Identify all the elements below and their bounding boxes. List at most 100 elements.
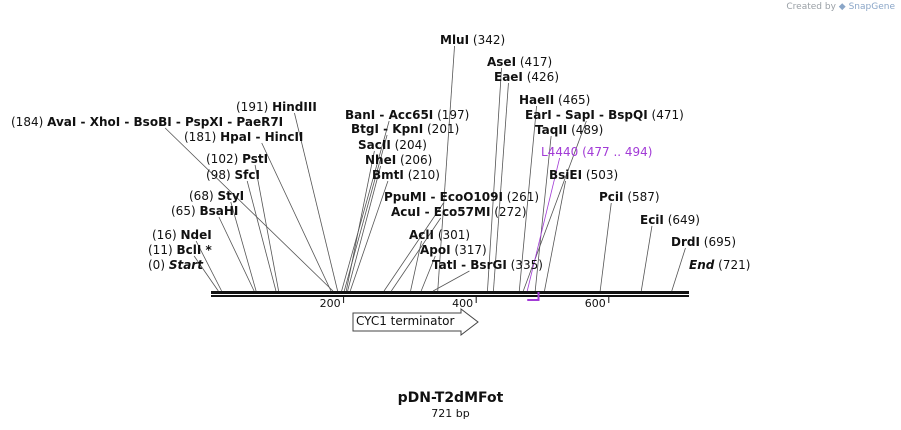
site-position: (102) (206, 152, 239, 166)
leader-line-apoi (420, 255, 436, 292)
leader-line-ppumi (383, 202, 444, 292)
site-label-bcli[interactable]: (11) BclI * (148, 243, 212, 257)
site-position: (261) (506, 190, 540, 204)
leader-line-taqii (534, 135, 552, 292)
leader-line-bani (341, 120, 390, 292)
site-label-tati[interactable]: TatI - BsrGI (335) (432, 258, 543, 272)
site-position: (721) (718, 258, 751, 272)
site-name: ApoI (420, 243, 451, 257)
leader-line-styi (230, 201, 257, 292)
leader-line-sfci (246, 180, 277, 292)
site-name: AvaI - XhoI - BsoBI - PspXI - PaeR7I (47, 115, 284, 129)
site-label-eari[interactable]: EarI - SapI - BspQI (471) (525, 108, 684, 122)
site-name: NheI (365, 153, 397, 167)
site-label-nhei[interactable]: NheI (206) (365, 153, 432, 167)
site-name: SacII (358, 138, 391, 152)
site-position: (11) (148, 243, 173, 257)
leader-line-tati (432, 270, 470, 292)
site-name: PpuMI - EcoO109I (384, 190, 503, 204)
leader-line-pcli (599, 202, 612, 292)
site-position: (210) (407, 168, 440, 182)
site-name: HpaI - HincII (220, 130, 304, 144)
site-label-hpai[interactable]: (181) HpaI - HincII (184, 130, 303, 144)
site-name: End (689, 258, 715, 272)
site-position: (471) (651, 108, 684, 122)
site-label-pcli[interactable]: PciI (587) (599, 190, 660, 204)
axis-tick-label: 600 (585, 297, 606, 310)
leader-line-mlui (437, 45, 455, 292)
axis-tick-label: 400 (452, 297, 473, 310)
site-label-acui[interactable]: AcuI - Eco57MI (272) (391, 205, 527, 219)
site-position: (426) (526, 70, 560, 84)
site-name: MluI (440, 33, 470, 47)
site-position: (503) (585, 168, 619, 182)
site-label-avai[interactable]: (184) AvaI - XhoI - BsoBI - PspXI - PaeR… (11, 115, 283, 129)
site-name: StyI (217, 189, 245, 203)
leader-line-nhei (347, 165, 381, 292)
site-label-apoi[interactable]: ApoI (317) (420, 243, 487, 257)
site-name: Start (168, 258, 203, 272)
site-label-sacii[interactable]: SacII (204) (358, 138, 427, 152)
leader-line-acli (410, 240, 422, 292)
site-label-bsiei[interactable]: BsiEI (503) (549, 168, 618, 182)
leader-line-hpai (261, 142, 332, 292)
site-name: AcuI - Eco57MI (391, 205, 491, 219)
site-position: (181) (184, 130, 217, 144)
site-name: NdeI (180, 228, 212, 242)
site-position: (489) (571, 123, 604, 137)
site-label-asei[interactable]: AseI (417) (487, 55, 552, 69)
site-name: PstI (242, 152, 269, 166)
leader-line-asei (487, 67, 502, 292)
site-label-mlui[interactable]: MluI (342) (440, 33, 505, 47)
site-position: (68) (189, 189, 214, 203)
site-label-acli[interactable]: AclI (301) (409, 228, 470, 242)
leader-line-sacii (345, 150, 375, 292)
site-name: BmtI (372, 168, 404, 182)
credit-prefix: Created by (786, 2, 836, 12)
site-position: (649) (667, 213, 700, 227)
leader-line-acui (390, 217, 442, 292)
site-label-drdi[interactable]: DrdI (695) (671, 235, 736, 249)
leader-line-ecii (640, 225, 653, 292)
site-label-styi[interactable]: (68) StyI (189, 189, 244, 203)
leader-line-ndei (195, 240, 222, 292)
site-label-end[interactable]: End (721) (689, 258, 750, 272)
site-position: (317) (454, 243, 487, 257)
site-label-sfci[interactable]: (98) SfcI (206, 168, 260, 182)
site-label-ecii[interactable]: EciI (649) (640, 213, 700, 227)
site-name: AseI (487, 55, 517, 69)
primer-bar-l4440 (527, 292, 540, 301)
plasmid-length: 721 bp (431, 407, 470, 420)
leader-line-psti (254, 164, 280, 292)
site-label-psti[interactable]: (102) PstI (206, 152, 268, 166)
site-label-bani[interactable]: BanI - Acc65I (197) (345, 108, 469, 122)
site-label-ppumi[interactable]: PpuMI - EcoO109I (261) (384, 190, 539, 204)
site-position: (184) (11, 115, 44, 129)
leader-line-bcli (193, 255, 219, 292)
plasmid-name: pDN-T2dMFot (397, 390, 504, 406)
feature-label-cyc1[interactable]: CYC1 terminator (356, 314, 455, 328)
site-label-bsahi[interactable]: (65) BsaHI (171, 204, 238, 218)
site-name: HaeII (519, 93, 555, 107)
site-label-start[interactable]: (0) Start (148, 258, 203, 272)
site-label-bmti[interactable]: BmtI (210) (372, 168, 440, 182)
site-name: PciI (599, 190, 624, 204)
site-label-haeii[interactable]: HaeII (465) (519, 93, 590, 107)
site-position: (204) (394, 138, 427, 152)
leader-line-bsahi (218, 216, 255, 292)
site-position: (201) (427, 122, 460, 136)
site-name: EarI - SapI - BspQI (525, 108, 648, 122)
site-position: (301) (437, 228, 471, 242)
site-position: (206) (400, 153, 433, 167)
site-label-btgi[interactable]: BtgI - KpnI (201) (351, 122, 459, 136)
site-label-l4440[interactable]: L4440 (477 .. 494) (541, 145, 653, 159)
site-label-ndei[interactable]: (16) NdeI (152, 228, 212, 242)
site-position: (272) (494, 205, 527, 219)
site-label-hindiii[interactable]: (191) HindIII (236, 100, 317, 114)
leader-line-bmti (349, 180, 389, 292)
site-position: (98) (206, 168, 231, 182)
site-label-taqii[interactable]: TaqII (489) (535, 123, 603, 137)
site-label-eaei[interactable]: EaeI (426) (494, 70, 559, 84)
leader-line-bsiei (544, 180, 566, 292)
leader-line-drdi (671, 247, 686, 292)
